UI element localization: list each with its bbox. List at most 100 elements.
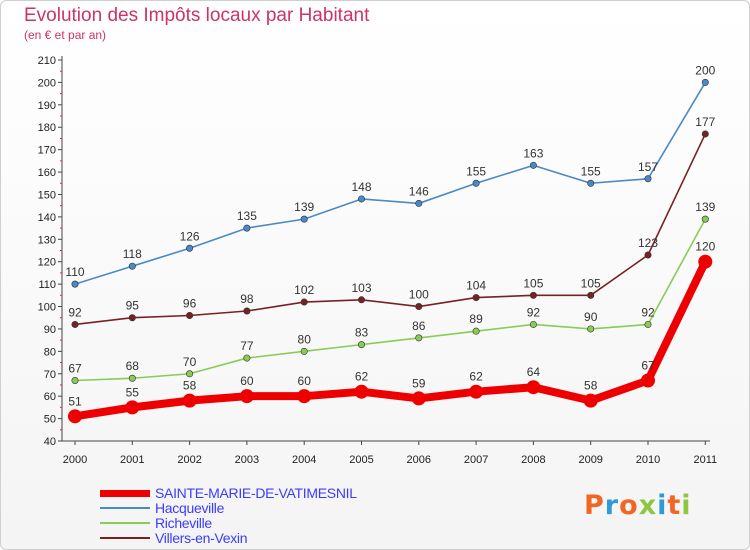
y-tick-label: 150 xyxy=(38,189,56,201)
y-tick-label: 170 xyxy=(38,145,56,157)
data-label: 155 xyxy=(466,164,486,178)
data-label: 51 xyxy=(68,394,82,408)
data-point xyxy=(357,195,365,203)
data-label: 58 xyxy=(584,379,598,393)
data-label: 55 xyxy=(126,385,140,399)
data-label: 89 xyxy=(469,312,483,326)
data-label: 139 xyxy=(695,200,715,214)
logo-letter: P xyxy=(584,490,605,521)
logo-letter: i xyxy=(681,490,692,521)
data-point xyxy=(300,298,308,306)
x-tick-label: 2011 xyxy=(693,454,717,466)
legend-item: Villers-en-Vexin xyxy=(100,530,248,546)
data-label: 67 xyxy=(68,361,82,375)
data-point xyxy=(587,179,595,187)
data-point xyxy=(701,215,709,223)
y-tick-label: 210 xyxy=(38,55,56,67)
data-point xyxy=(644,251,652,259)
y-tick-label: 110 xyxy=(38,279,56,291)
proxiti-logo: Proxiti xyxy=(584,490,692,521)
data-label: 70 xyxy=(183,355,197,369)
data-point xyxy=(186,244,194,252)
legend-swatch xyxy=(100,522,150,524)
y-tick-label: 160 xyxy=(38,167,56,179)
data-label: 90 xyxy=(584,310,598,324)
data-point xyxy=(357,341,365,349)
data-point xyxy=(415,303,423,311)
logo-letter: r xyxy=(604,490,620,521)
x-tick-label: 2005 xyxy=(349,454,373,466)
data-point xyxy=(300,215,308,223)
data-point xyxy=(300,347,308,355)
data-label: 83 xyxy=(355,326,369,340)
y-tick-label: 120 xyxy=(38,257,56,269)
data-label: 77 xyxy=(240,339,254,353)
y-tick-label: 90 xyxy=(44,324,56,336)
data-point xyxy=(411,391,426,406)
legend-label: SAINTE-MARIE-DE-VATIMESNIL xyxy=(155,485,357,501)
data-label: 105 xyxy=(523,276,543,290)
data-label: 105 xyxy=(581,276,601,290)
y-tick-label: 140 xyxy=(38,212,56,224)
y-tick-label: 190 xyxy=(38,100,56,112)
data-point xyxy=(354,384,369,399)
data-label: 80 xyxy=(298,332,312,346)
data-point xyxy=(243,224,251,232)
data-point xyxy=(71,376,79,384)
y-tick-label: 70 xyxy=(44,369,56,381)
data-point xyxy=(587,291,595,299)
data-label: 104 xyxy=(466,279,486,293)
legend-label: Richeville xyxy=(155,515,212,531)
data-label: 98 xyxy=(240,292,254,306)
data-point xyxy=(415,334,423,342)
legend-swatch xyxy=(100,507,150,509)
data-point xyxy=(469,384,484,399)
y-tick-label: 180 xyxy=(38,122,56,134)
data-label: 68 xyxy=(126,359,140,373)
data-label: 110 xyxy=(65,265,84,279)
legend-item: SAINTE-MARIE-DE-VATIMESNIL xyxy=(100,485,357,501)
series-line-2 xyxy=(74,218,707,382)
series-line-3 xyxy=(74,133,707,326)
data-label: 58 xyxy=(183,379,197,393)
data-point xyxy=(125,400,140,415)
data-label: 103 xyxy=(351,281,371,295)
y-tick-label: 40 xyxy=(44,436,56,448)
data-point xyxy=(644,175,652,183)
y-tick-label: 60 xyxy=(44,391,56,403)
legend-item: Hacqueville xyxy=(100,500,224,516)
x-tick-label: 2008 xyxy=(521,454,545,466)
data-label: 100 xyxy=(409,288,429,302)
data-label: 95 xyxy=(126,299,140,313)
data-point xyxy=(583,393,598,408)
data-point xyxy=(71,280,79,288)
data-label: 123 xyxy=(638,236,658,250)
data-point xyxy=(186,370,194,378)
logo-letter: t xyxy=(667,490,682,521)
data-point xyxy=(239,389,254,404)
data-point xyxy=(128,374,136,382)
data-point xyxy=(644,320,652,328)
data-label: 96 xyxy=(183,296,197,310)
series-line-0 xyxy=(71,257,710,421)
data-point xyxy=(698,254,713,269)
data-point xyxy=(128,314,136,322)
data-label: 200 xyxy=(695,63,715,77)
data-label: 177 xyxy=(695,115,715,129)
data-point xyxy=(128,262,136,270)
data-label: 62 xyxy=(469,370,483,384)
data-label: 102 xyxy=(294,283,314,297)
data-label: 86 xyxy=(412,319,426,333)
data-label: 92 xyxy=(68,305,82,319)
data-label: 146 xyxy=(409,184,429,198)
data-point xyxy=(472,179,480,187)
data-point xyxy=(472,294,480,302)
data-point xyxy=(701,78,709,86)
x-tick-label: 2007 xyxy=(464,454,488,466)
y-tick-label: 80 xyxy=(44,346,56,358)
logo-letter: x xyxy=(638,490,658,521)
data-label: 135 xyxy=(237,209,257,223)
y-tick-label: 50 xyxy=(44,414,56,426)
data-label: 64 xyxy=(527,365,541,379)
x-tick-label: 2009 xyxy=(578,454,602,466)
